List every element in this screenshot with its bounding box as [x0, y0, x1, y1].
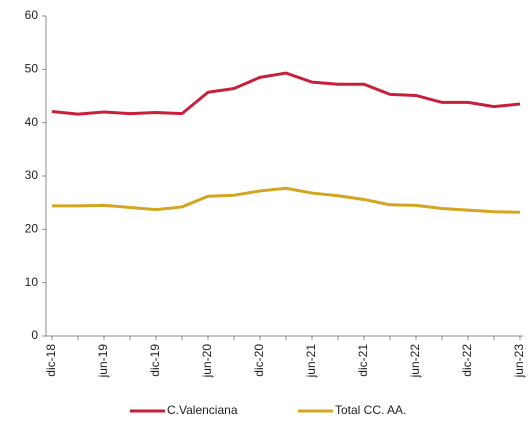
x-tick-label: jun-22 [408, 344, 422, 379]
y-tick-label: 0 [31, 328, 38, 342]
x-tick-label: dic-18 [44, 344, 58, 377]
y-tick-label: 30 [25, 168, 39, 182]
x-tick-label: dic-21 [356, 344, 370, 377]
x-tick-label: jun-19 [96, 344, 110, 379]
x-tick-label: dic-19 [148, 344, 162, 377]
x-tick-label: dic-22 [460, 344, 474, 377]
x-tick-label: jun-20 [200, 344, 214, 379]
x-tick-label: jun-21 [304, 344, 318, 379]
y-tick-label: 20 [25, 222, 39, 236]
series-line [51, 71, 521, 116]
series-line [52, 186, 521, 214]
y-tick-label: 10 [25, 275, 39, 289]
legend-label: Total CC. AA. [335, 403, 406, 417]
legend-label: C.Valenciana [167, 403, 238, 417]
x-tick-label: dic-20 [252, 344, 266, 377]
y-tick-label: 50 [25, 62, 39, 76]
y-tick-label: 40 [25, 115, 39, 129]
x-tick-label: jun-23 [512, 344, 526, 379]
y-tick-label: 60 [25, 8, 39, 22]
